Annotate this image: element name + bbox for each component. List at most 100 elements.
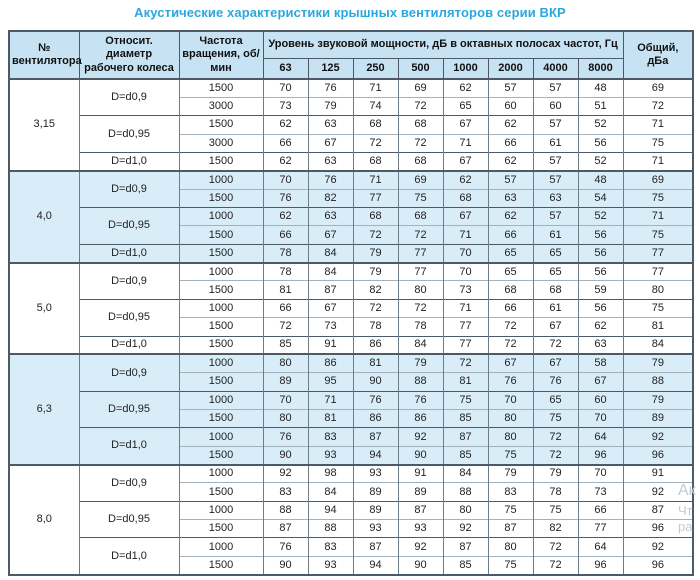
diameter-cell: D=d0,95 <box>78 298 180 337</box>
level-cell: 79 <box>397 353 444 373</box>
level-cell: 66 <box>487 133 534 153</box>
table-row: 4,0 D=d0,9 1000 70 76 71 69 62 57 57 48 69 <box>8 169 694 263</box>
level-cell: 89 <box>262 372 309 392</box>
level-cell: 72 <box>352 298 399 318</box>
level-cell: 82 <box>352 280 399 300</box>
level-cell: 89 <box>397 482 444 502</box>
level-cell: 71 <box>442 133 489 153</box>
rpm-cell: 1000 <box>178 427 264 447</box>
diameter-cell: D=d1,0 <box>78 243 180 263</box>
rpm-cell: 1500 <box>178 188 264 208</box>
rpm-cell: 1500 <box>178 335 264 355</box>
diameter-cell: D=d0,9 <box>78 261 180 300</box>
rpm-cell: 1500 <box>178 555 264 575</box>
total-cell: 71 <box>622 151 694 171</box>
level-cell: 96 <box>577 555 624 575</box>
level-cell: 92 <box>262 463 309 483</box>
level-cell: 65 <box>487 261 534 281</box>
watermark-line: ра <box>678 519 693 535</box>
table-row: 3000 73 79 74 72 65 60 60 51 72 <box>9 96 694 116</box>
total-cell: 91 <box>622 463 694 483</box>
diameter-cell: D=d1,0 <box>78 335 180 355</box>
level-cell: 75 <box>487 555 534 575</box>
rpm-cell: 1500 <box>178 151 264 171</box>
level-cell: 86 <box>307 353 354 373</box>
level-cell: 77 <box>442 317 489 337</box>
level-cell: 96 <box>577 445 624 465</box>
rpm-cell: 1000 <box>178 207 264 226</box>
level-cell: 59 <box>577 280 624 300</box>
level-cell: 67 <box>307 225 354 245</box>
level-cell: 56 <box>577 225 624 245</box>
table-row: 1500 89 95 90 88 81 76 76 67 88 <box>9 372 694 392</box>
rpm-cell: 1000 <box>178 500 264 520</box>
table-row: 6,3 D=d0,9 1000 80 86 81 79 72 67 67 58 79 <box>8 353 694 465</box>
watermark-line: Чт <box>678 503 693 518</box>
level-cell: 70 <box>262 390 309 410</box>
level-cell: 67 <box>307 298 354 318</box>
level-cell: 92 <box>397 427 444 447</box>
level-cell: 84 <box>397 335 444 355</box>
level-cell: 70 <box>487 390 534 410</box>
level-cell: 67 <box>307 133 354 153</box>
level-cell: 87 <box>397 500 444 520</box>
level-cell: 90 <box>352 372 399 392</box>
col-header-freq-1000: 1000 <box>442 57 489 80</box>
level-cell: 66 <box>487 298 534 318</box>
level-cell: 75 <box>487 445 534 465</box>
level-cell: 68 <box>397 151 444 171</box>
level-cell: 82 <box>307 188 354 208</box>
level-cell: 64 <box>577 427 624 447</box>
level-cell: 90 <box>397 555 444 575</box>
diameter-cell: D=d0,9 <box>78 463 180 502</box>
rpm-cell: 1500 <box>178 77 264 98</box>
level-cell: 86 <box>397 408 444 428</box>
table-row: 3000 66 67 72 72 71 66 61 56 75 <box>9 133 694 153</box>
table-row: 1500 87 88 93 93 92 87 82 77 96 <box>9 519 694 538</box>
diameter-cell: D=d0,9 <box>78 78 180 116</box>
level-cell: 68 <box>442 188 489 208</box>
level-cell: 67 <box>577 372 624 392</box>
level-cell: 56 <box>577 243 624 263</box>
col-header-freq-250: 250 <box>352 57 399 80</box>
level-cell: 87 <box>262 519 309 538</box>
level-cell: 62 <box>262 207 309 226</box>
level-cell: 81 <box>262 280 309 300</box>
level-cell: 78 <box>532 482 579 502</box>
level-cell: 60 <box>532 96 579 116</box>
level-cell: 69 <box>397 77 444 98</box>
level-cell: 83 <box>307 427 354 447</box>
rpm-cell: 1000 <box>178 261 264 281</box>
level-cell: 66 <box>262 298 309 318</box>
level-cell: 77 <box>352 188 399 208</box>
level-cell: 52 <box>577 207 624 226</box>
level-cell: 76 <box>262 188 309 208</box>
level-cell: 76 <box>487 372 534 392</box>
rpm-cell: 1000 <box>178 353 264 373</box>
level-cell: 77 <box>397 243 444 263</box>
level-cell: 85 <box>262 335 309 355</box>
level-cell: 88 <box>262 500 309 520</box>
level-cell: 68 <box>352 151 399 171</box>
total-cell: 87 <box>622 500 694 520</box>
level-cell: 70 <box>442 261 489 281</box>
level-cell: 66 <box>262 133 309 153</box>
level-cell: 48 <box>577 77 624 98</box>
total-cell: 88 <box>622 372 694 392</box>
level-cell: 57 <box>532 77 579 98</box>
level-cell: 62 <box>262 115 309 135</box>
level-cell: 92 <box>442 519 489 538</box>
level-cell: 72 <box>397 225 444 245</box>
level-cell: 80 <box>487 427 534 447</box>
level-cell: 65 <box>442 96 489 116</box>
level-cell: 77 <box>577 519 624 538</box>
level-cell: 72 <box>532 537 579 557</box>
level-cell: 80 <box>397 280 444 300</box>
total-cell: 96 <box>622 555 694 575</box>
level-cell: 73 <box>577 482 624 502</box>
level-cell: 85 <box>442 555 489 575</box>
col-header-freq-63: 63 <box>262 57 309 80</box>
level-cell: 84 <box>442 463 489 483</box>
fan-number-cell: 5,0 <box>8 261 80 355</box>
level-cell: 89 <box>352 482 399 502</box>
